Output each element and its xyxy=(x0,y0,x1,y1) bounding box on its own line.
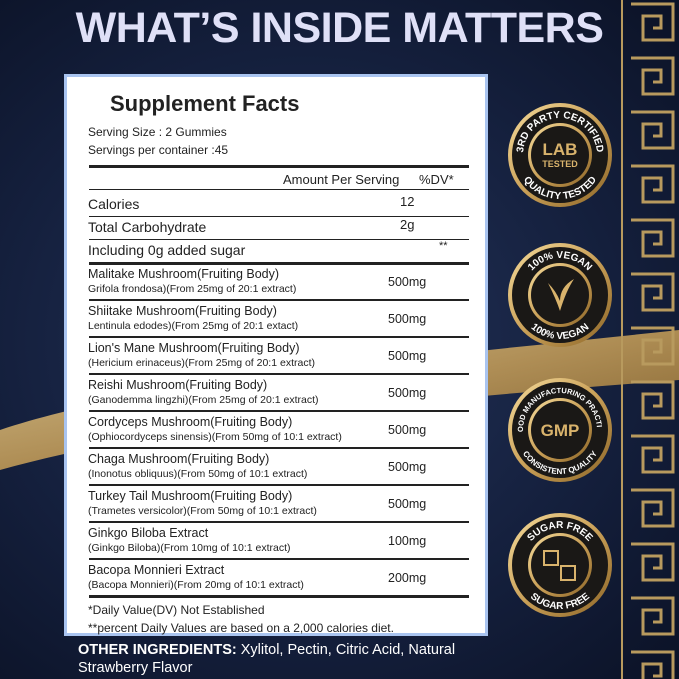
footnote: **percent Daily Values are based on a 2,… xyxy=(88,621,394,635)
ingredient-name: Reishi Mushroom(Fruiting Body) xyxy=(88,378,268,392)
ingredient-detail: Lentinula edodes)(From 25mg of 20:1 exta… xyxy=(88,320,299,332)
ingredient-amount: 100mg xyxy=(388,534,427,548)
row-name: Total Carbohydrate xyxy=(88,219,207,235)
supplement-facts-panel: Supplement Facts Serving Size : 2 Gummie… xyxy=(64,74,488,636)
servings-per-container: Servings per container :45 xyxy=(88,143,229,157)
badge-core xyxy=(531,266,589,324)
ingredient-amount: 500mg xyxy=(388,312,427,326)
divider xyxy=(89,558,469,560)
divider xyxy=(89,447,469,449)
ingredient-name: Bacopa Monnieri Extract xyxy=(88,563,225,577)
ingredient-amount: 500mg xyxy=(388,460,427,474)
ingredient-name: Lion's Mane Mushroom(Fruiting Body) xyxy=(88,341,300,355)
badge-center-text: GMP xyxy=(541,421,580,440)
ingredient-amount: 200mg xyxy=(388,571,427,585)
divider xyxy=(89,595,469,598)
greek-key-border xyxy=(625,0,679,679)
row-name: Calories xyxy=(88,196,140,212)
divider xyxy=(89,216,469,217)
ingredient-detail: (Inonotus obliquus)(From 50mg of 10:1 ex… xyxy=(88,468,308,480)
badge-core xyxy=(531,401,589,459)
ingredient-name: Chaga Mushroom(Fruiting Body) xyxy=(88,452,270,466)
sugar-cube-icon xyxy=(543,550,559,566)
vegan-leaf-icon xyxy=(548,279,574,311)
ingredient-name: Turkey Tail Mushroom(Fruiting Body) xyxy=(88,489,293,503)
divider xyxy=(89,336,469,338)
ingredient-name: Shiitake Mushroom(Fruiting Body) xyxy=(88,304,277,318)
row-name: Including 0g added sugar xyxy=(88,242,246,258)
divider xyxy=(89,484,469,486)
other-ingredients-text: Xylitol, Pectin, Citric Acid, Natural St… xyxy=(78,642,456,676)
ingredient-detail: (Ginkgo Biloba)(From 10mg of 10:1 extrac… xyxy=(88,542,291,554)
ingredient-detail: (Hericium erinaceus)(From 25mg of 20:1 e… xyxy=(88,357,315,369)
badge-core xyxy=(531,126,589,184)
ingredient-amount: 500mg xyxy=(388,349,427,363)
divider xyxy=(89,239,469,240)
ingredient-amount: 500mg xyxy=(388,275,427,289)
dv-header: %DV* xyxy=(419,172,454,187)
ingredient-detail: Grifola frondosa)(From 25mg of 20:1 extr… xyxy=(88,283,297,295)
divider xyxy=(89,299,469,301)
other-ingredients-label: OTHER INGREDIENTS: xyxy=(78,642,237,658)
row-amount: 12 xyxy=(400,194,415,209)
badge-center-text: LAB xyxy=(543,140,578,159)
divider xyxy=(89,165,469,168)
ingredient-amount: 500mg xyxy=(388,423,427,437)
footnote: *Daily Value(DV) Not Established xyxy=(88,603,265,617)
ingredient-amount: 500mg xyxy=(388,386,427,400)
row-amount: 2g xyxy=(400,217,415,232)
divider xyxy=(89,410,469,412)
divider xyxy=(89,262,469,265)
page-title: WHAT’S INSIDE MATTERS xyxy=(75,4,604,52)
ingredient-detail: (Ganodemma lingzhi)(From 25mg of 20:1 ex… xyxy=(88,394,319,406)
ingredient-detail: (Trametes versicolor)(From 50mg of 10:1 … xyxy=(88,505,317,517)
badge-center-text: TESTED xyxy=(542,159,578,169)
other-ingredients: OTHER INGREDIENTS: Xylitol, Pectin, Citr… xyxy=(78,641,508,677)
row-dv: ** xyxy=(439,240,448,252)
divider xyxy=(89,521,469,523)
sugar-cube-icon xyxy=(560,565,576,581)
amount-header: Amount Per Serving xyxy=(283,172,400,187)
ingredient-name: Ginkgo Biloba Extract xyxy=(88,526,209,540)
ingredient-detail: (Bacopa Monnieri)(From 20mg of 10:1 extr… xyxy=(88,579,304,591)
ingredient-name: Malitake Mushroom(Fruiting Body) xyxy=(88,267,280,281)
divider xyxy=(89,189,469,190)
divider xyxy=(89,373,469,375)
ingredient-amount: 500mg xyxy=(388,497,427,511)
serving-size: Serving Size : 2 Gummies xyxy=(88,125,227,139)
ingredient-name: Cordyceps Mushroom(Fruiting Body) xyxy=(88,415,293,429)
ingredient-detail: (Ophiocordyceps sinensis)(From 50mg of 1… xyxy=(88,431,342,443)
facts-title: Supplement Facts xyxy=(110,91,300,116)
